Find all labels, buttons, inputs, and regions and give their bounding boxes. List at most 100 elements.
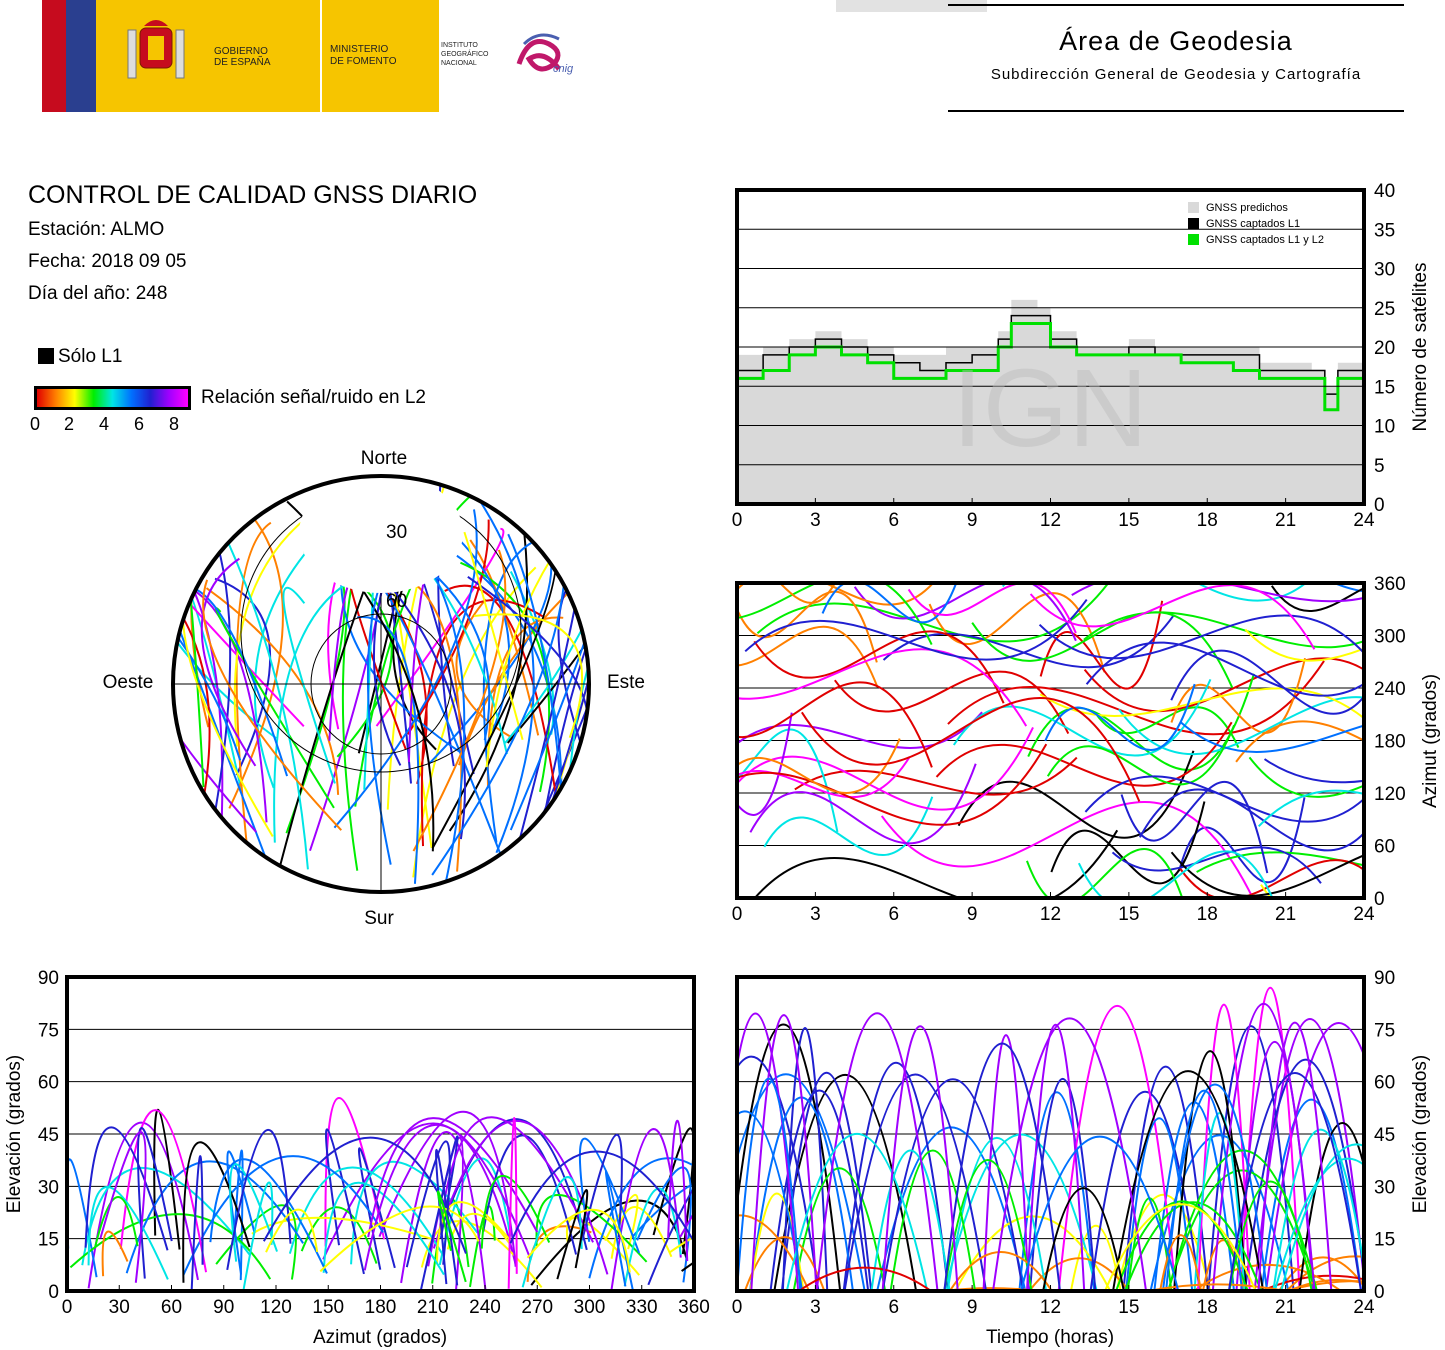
- sky-track: [431, 554, 567, 876]
- gobierno-logo: GOBIERNO DE ESPAÑA: [96, 0, 320, 112]
- y-tick-label: 0: [1374, 1282, 1385, 1303]
- et-track: [780, 1072, 873, 1291]
- ea-track: [647, 1185, 694, 1286]
- et-track: [737, 1110, 804, 1291]
- az-track: [1118, 696, 1364, 756]
- az-track: [737, 625, 879, 688]
- et-track: [737, 1012, 800, 1291]
- et-track: [1272, 1128, 1364, 1291]
- colorbar-tick: 2: [64, 414, 75, 434]
- cnig-text: cnig: [553, 63, 574, 75]
- et-track: [1112, 1070, 1265, 1291]
- ea-tracks: [67, 1097, 694, 1291]
- az-track: [907, 583, 1077, 634]
- az-tracks: [737, 583, 1364, 898]
- az-track: [801, 696, 1141, 802]
- ea-track: [190, 1155, 204, 1291]
- x-tick-label: 18: [1197, 1297, 1218, 1318]
- et-track: [982, 1034, 1030, 1291]
- ea-track: [526, 1208, 631, 1273]
- az-track: [737, 738, 901, 794]
- l1-only-swatch: [38, 348, 54, 364]
- az-track: [1046, 724, 1236, 786]
- y-tick-label: 90: [38, 968, 59, 989]
- snr-colorbar-label: Relación señal/ruido en L2: [201, 387, 426, 408]
- y-tick-label: 15: [38, 1230, 59, 1251]
- az-track: [737, 728, 839, 833]
- sat-legend: GNSS predichos GNSS captados L1 GNSS cap…: [1188, 202, 1324, 246]
- x-tick-label: 21: [1275, 904, 1296, 925]
- et-ylabel: Elevación (grados): [1410, 1055, 1431, 1213]
- sky-track: [228, 508, 284, 809]
- ministerio-logo: MINISTERIO DE FOMENTO: [322, 0, 439, 112]
- az-track: [1038, 614, 1364, 660]
- doy-label: Día del año: 248: [28, 283, 168, 304]
- ign-line3: NACIONAL: [441, 60, 477, 67]
- az-track: [928, 592, 1106, 673]
- sky-track: [532, 488, 589, 858]
- x-tick-label: 21: [1275, 1297, 1296, 1318]
- y-tick-label: 300: [1374, 627, 1406, 648]
- y-tick-label: 15: [1374, 1230, 1395, 1251]
- az-track: [1244, 628, 1364, 662]
- sky-track: [333, 509, 478, 829]
- az-track: [1263, 758, 1364, 784]
- x-tick-label: 24: [1353, 510, 1375, 531]
- ea-track: [367, 1117, 539, 1238]
- az-track: [1170, 851, 1364, 897]
- x-tick-label: 9: [967, 904, 978, 925]
- sky-track: [356, 616, 420, 884]
- et-track: [815, 1012, 939, 1291]
- series-area-predicted: [737, 299, 1364, 504]
- ea-track: [507, 1117, 518, 1289]
- et-track: [1028, 1257, 1130, 1291]
- et-x-ticks: 0 3 6 9 12 15 18 21 24: [732, 1285, 1375, 1318]
- ea-track: [480, 1174, 551, 1249]
- x-tick-label: 210: [417, 1297, 449, 1318]
- et-track: [750, 1014, 818, 1291]
- x-tick-label: 0: [732, 510, 743, 531]
- x-tick-label: 0: [732, 904, 743, 925]
- series-line-l1: [737, 314, 1364, 395]
- az-track: [882, 614, 1175, 669]
- az-track: [744, 598, 1088, 661]
- sky-track: [173, 613, 258, 833]
- et-track: [737, 1023, 842, 1291]
- et-track: [1125, 1117, 1194, 1291]
- az-track: [1083, 657, 1364, 713]
- az-track: [737, 648, 1028, 727]
- et-track: [1280, 1143, 1364, 1291]
- y-tick-label: 360: [1374, 574, 1406, 595]
- et-track: [1173, 1050, 1248, 1291]
- x-tick-label: 0: [732, 1297, 743, 1318]
- sat-y-ticks: 0 5 10 15 20 25 30 35 40: [1374, 181, 1395, 516]
- y-tick-label: 75: [38, 1020, 59, 1041]
- x-tick-label: 12: [1040, 904, 1061, 925]
- et-track: [737, 1073, 866, 1291]
- et-track: [1124, 1201, 1263, 1291]
- y-tick-label: 45: [38, 1125, 59, 1146]
- et-track: [946, 1136, 1048, 1291]
- az-x-ticks: 0 3 6 9 12 15 18 21 24: [732, 892, 1375, 925]
- az-track: [1039, 687, 1364, 720]
- y-tick-label: 25: [1374, 299, 1395, 320]
- et-track: [792, 1167, 887, 1291]
- et-track: [1257, 1021, 1333, 1291]
- sat-gridlines: [737, 228, 1364, 466]
- az-ylabel: Azimut (grados): [1420, 674, 1441, 808]
- sky-track: [463, 531, 524, 741]
- ea-track: [436, 1190, 467, 1283]
- y-tick-label: 0: [1374, 495, 1385, 516]
- az-track: [763, 796, 934, 856]
- station-label: Estación: ALMO: [28, 219, 165, 240]
- y-tick-label: 45: [1374, 1125, 1395, 1146]
- et-track: [737, 1077, 802, 1291]
- x-tick-label: 6: [888, 904, 899, 925]
- ea-xlabel: Azimut (grados): [313, 1327, 447, 1348]
- et-track: [737, 1055, 820, 1291]
- az-track: [1248, 756, 1364, 798]
- ea-track: [226, 1129, 292, 1271]
- ea-track: [319, 1205, 480, 1273]
- sky-ring-label: 60: [386, 591, 407, 612]
